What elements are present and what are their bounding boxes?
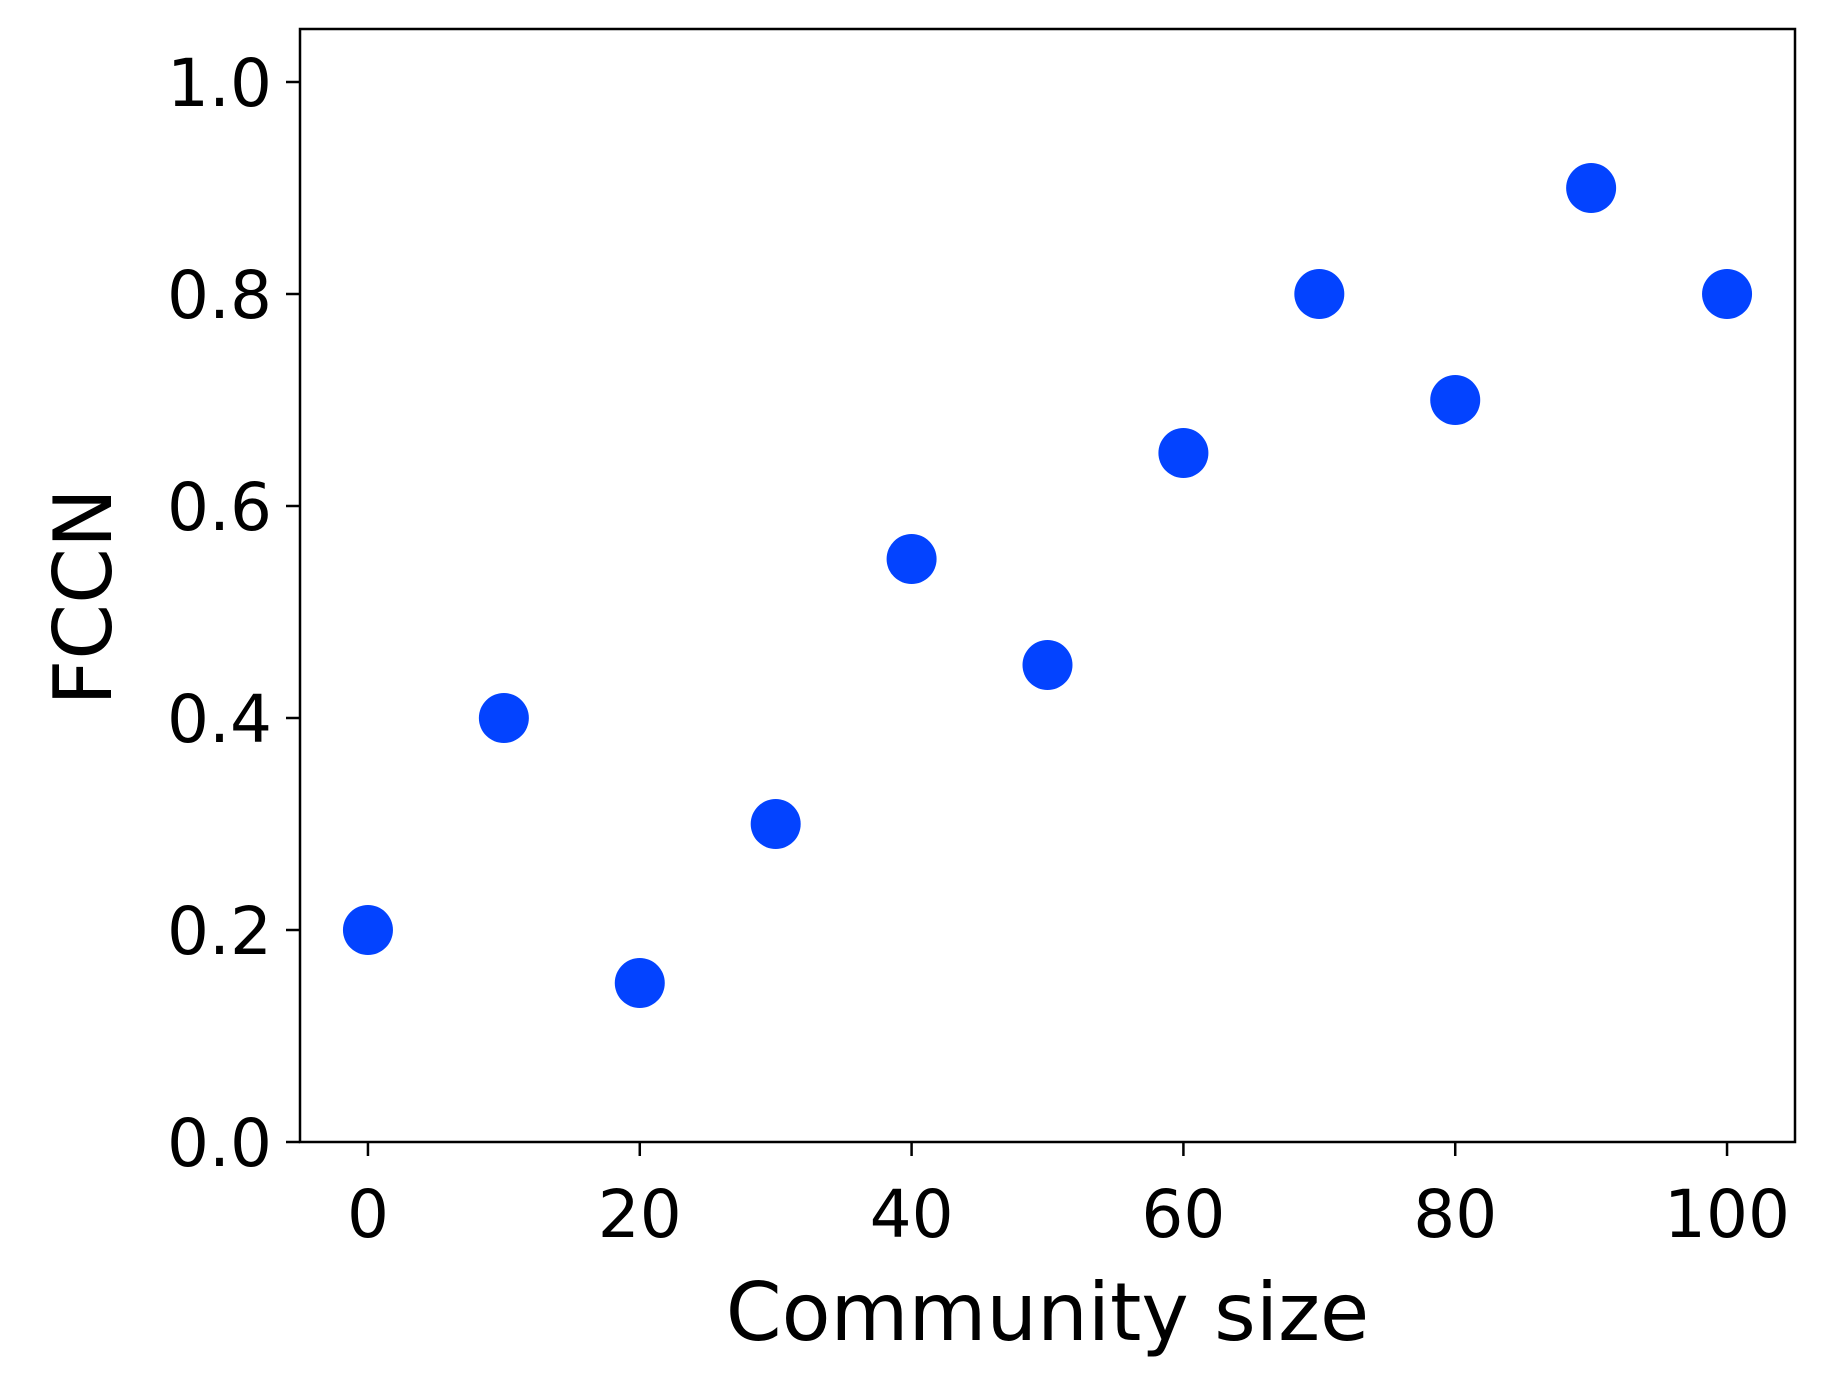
- ticks-layer: 0 20 40 60 80 100 0.0 0.2 0.4 0.6 0.8 1.0: [167, 45, 1790, 1253]
- scatter-point: [478, 693, 529, 743]
- scatter-point: [1566, 163, 1617, 213]
- scatter-point: [750, 799, 801, 849]
- y-tick-label: 0.2: [167, 893, 272, 970]
- x-tick-label: 100: [1664, 1176, 1790, 1253]
- scatter-point: [1430, 375, 1481, 425]
- x-tick-label: 0: [347, 1176, 389, 1253]
- y-tick-label: 1.0: [167, 45, 272, 122]
- y-tick-label: 0.6: [167, 469, 272, 546]
- points-layer: [342, 163, 1753, 1008]
- y-axis-label: FCCN: [37, 488, 130, 706]
- y-tick-label: 0.0: [167, 1105, 272, 1182]
- y-tick-label: 0.4: [167, 681, 272, 758]
- scatter-point: [1702, 269, 1753, 319]
- scatter-point: [886, 534, 937, 584]
- scatter-point: [1022, 640, 1073, 690]
- scatter-point: [614, 958, 665, 1008]
- x-tick-label: 40: [870, 1176, 954, 1253]
- x-tick-label: 80: [1413, 1176, 1497, 1253]
- x-tick-label: 60: [1141, 1176, 1225, 1253]
- scatter-point: [1158, 428, 1209, 478]
- plot-frame: [298, 27, 1797, 1144]
- x-tick-label: 20: [598, 1176, 682, 1253]
- x-axis-label: Community size: [726, 1266, 1370, 1359]
- scatter-point: [342, 905, 393, 955]
- scatter-point: [1294, 269, 1345, 319]
- y-tick-label: 0.8: [167, 257, 272, 334]
